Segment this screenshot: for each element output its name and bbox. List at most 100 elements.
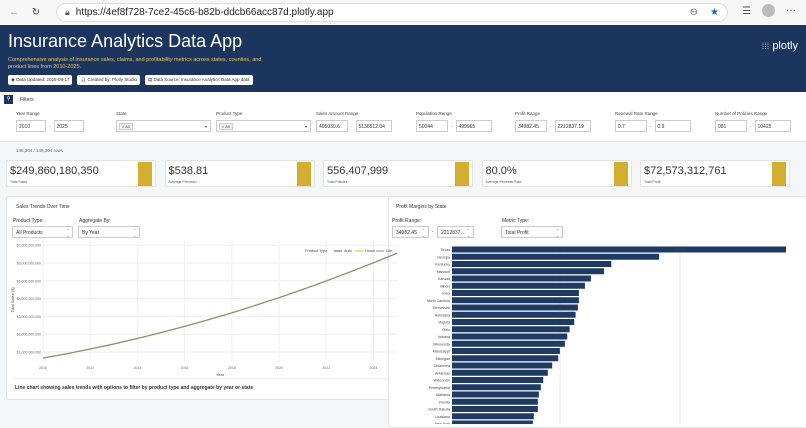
bar-michigan[interactable] bbox=[452, 355, 559, 362]
more-menu-icon[interactable]: ··· bbox=[786, 5, 796, 16]
range-min-input[interactable]: 34982.45 bbox=[515, 120, 547, 132]
state-label: Florida bbox=[439, 400, 450, 404]
bar-tennessee[interactable] bbox=[452, 304, 578, 311]
y-tick-label: $1,000,000,000 bbox=[17, 351, 41, 355]
url-text: https://4ef8f728-7ce2-45c6-b82b-ddcb66ac… bbox=[75, 7, 334, 18]
state-label: Indiana bbox=[438, 335, 450, 339]
bar-north-carolina[interactable] bbox=[452, 297, 579, 304]
bar-illinois[interactable] bbox=[452, 282, 585, 289]
bar-virginia[interactable] bbox=[452, 319, 575, 325]
back-icon[interactable]: ← bbox=[9, 7, 19, 18]
app-header: Insurance Analytics Data App Comprehensi… bbox=[0, 25, 806, 92]
filter-toggle-icon[interactable]: ⚲ bbox=[4, 95, 13, 104]
state-label: Georgia bbox=[437, 255, 450, 259]
y-tick-label: $2,000,000,000 bbox=[17, 333, 41, 337]
y-tick-label: $7,000,000,000 bbox=[17, 244, 41, 248]
page-description: Comprehensive analysis of insurance sale… bbox=[8, 57, 262, 70]
state-label: Pennsylvania bbox=[429, 386, 450, 390]
series-line-auto[interactable] bbox=[42, 252, 398, 359]
kpi-accent bbox=[772, 162, 786, 186]
bar-florida[interactable] bbox=[452, 398, 538, 405]
range-max-input[interactable]: 499965 bbox=[455, 120, 492, 132]
range-max-input[interactable]: 0.9 bbox=[654, 120, 691, 132]
x-tick-label: 2024 bbox=[370, 366, 378, 370]
site-info-icon[interactable]: 🔒︎ bbox=[65, 7, 70, 17]
bar-new-york[interactable] bbox=[452, 420, 533, 425]
product-type-dropdown[interactable]: All Products bbox=[12, 226, 73, 238]
metric-type-dropdown[interactable]: Total Profit bbox=[501, 226, 563, 238]
bar-pennsylvania[interactable] bbox=[452, 384, 541, 391]
bar-ohio[interactable] bbox=[452, 326, 570, 333]
bar-wisconsin[interactable] bbox=[452, 377, 544, 383]
filter-year-range: Year Range 2010-2025 bbox=[16, 111, 84, 132]
bar-alabama[interactable] bbox=[452, 391, 539, 398]
bar-kansas[interactable] bbox=[452, 275, 591, 282]
data-source-badge: ▤ Data Source: Insurance Analytics Data … bbox=[144, 75, 253, 85]
bar-minnesota[interactable] bbox=[452, 340, 565, 347]
kpi-accent bbox=[613, 162, 628, 186]
range-max-input[interactable]: 2025 bbox=[53, 120, 84, 132]
x-tick-label: 2016 bbox=[181, 366, 189, 370]
bar-texas[interactable] bbox=[452, 246, 786, 253]
sales-trends-panel: Sales Trends Over Time Product Type: All… bbox=[6, 196, 402, 400]
page-title: Insurance Analytics Data App bbox=[8, 31, 243, 51]
reload-icon[interactable]: ↻ bbox=[31, 7, 41, 18]
legend-item-home[interactable]: Home bbox=[365, 249, 375, 253]
filter-profit-range: Profit Range 34982.45-2212837.19 bbox=[515, 111, 591, 132]
series-line-life[interactable] bbox=[42, 252, 398, 359]
bar-nebraska[interactable] bbox=[452, 311, 576, 318]
series-line-home[interactable] bbox=[42, 252, 398, 359]
state-label: Kentucky bbox=[435, 263, 450, 267]
bar-georgia[interactable] bbox=[452, 253, 660, 260]
selected-tag[interactable]: × All bbox=[219, 122, 233, 130]
x-tick-label: 2014 bbox=[134, 366, 142, 370]
profit-range-max-input[interactable]: 2212837... bbox=[437, 226, 474, 238]
range-max-input[interactable]: 2212837.19 bbox=[554, 120, 591, 132]
legend-item-life[interactable]: Life bbox=[386, 249, 392, 253]
bar-kentucky[interactable] bbox=[452, 261, 612, 267]
profit-range-min-input[interactable]: 34982.45 bbox=[392, 226, 429, 238]
range-max-input[interactable]: 10425 bbox=[754, 120, 791, 132]
filter-label: Profit Range bbox=[515, 111, 541, 116]
range-min-input[interactable]: 0.7 bbox=[615, 120, 647, 132]
kpi-card: $538.81 Average Premium bbox=[164, 160, 315, 187]
y-tick-label: $4,000,000,000 bbox=[17, 297, 41, 301]
range-min-input[interactable]: 50044 bbox=[416, 120, 448, 132]
range-min-input[interactable]: 495030.6 bbox=[316, 120, 348, 132]
bar-mississippi[interactable] bbox=[452, 348, 560, 354]
range-min-input[interactable]: 981 bbox=[715, 120, 747, 132]
legend-item-auto[interactable]: Auto bbox=[344, 249, 352, 253]
range-min-input[interactable]: 2010 bbox=[16, 120, 46, 132]
bar-indiana[interactable] bbox=[452, 333, 568, 340]
plotly-logo-icon: ⁞⁞⁞ bbox=[761, 41, 770, 51]
y-tick-label: $6,000,000,000 bbox=[17, 262, 41, 266]
filter-label: Population Range bbox=[416, 111, 452, 116]
bookmark-star-icon[interactable]: ★ bbox=[710, 7, 719, 18]
filter-label: Sales Amount Range bbox=[316, 111, 359, 116]
bar-oklahoma[interactable] bbox=[452, 362, 553, 369]
multi-select-dropdown[interactable]: × All ▾ bbox=[216, 120, 311, 132]
multi-select-dropdown[interactable]: × All ▾ bbox=[116, 120, 211, 132]
filter-renewal-rate-range: Renewal Rate Range 0.7-0.9 bbox=[615, 111, 691, 132]
aggregate-by-dropdown[interactable]: By Year bbox=[78, 226, 140, 238]
bar-iowa[interactable] bbox=[452, 290, 579, 296]
bar-louisiana[interactable] bbox=[452, 413, 534, 420]
state-label: New York bbox=[435, 422, 450, 424]
selected-tag[interactable]: × All bbox=[119, 122, 133, 130]
state-label: Nebraska bbox=[435, 313, 450, 317]
kpi-card: 80.0% Average Renewal Rate bbox=[481, 160, 632, 187]
kpi-value: $538.81 bbox=[168, 165, 209, 177]
filter-state: State × All ▾ bbox=[116, 111, 211, 132]
range-max-input[interactable]: 5136512.04 bbox=[355, 120, 392, 132]
bar-missouri[interactable] bbox=[452, 268, 604, 275]
state-label: Texas bbox=[441, 248, 451, 252]
favorites-icon[interactable]: ☰ bbox=[742, 6, 751, 17]
state-label: Illinois bbox=[440, 284, 450, 288]
address-bar[interactable]: 🔒︎ https://4ef8f728-7ce2-45c6-b82b-ddcb6… bbox=[56, 3, 728, 22]
panel-title: Profit Margins by State bbox=[396, 204, 447, 210]
zoom-icon[interactable]: ⊖ bbox=[689, 7, 699, 18]
state-label: Michigan bbox=[436, 357, 450, 361]
bar-south-dakota[interactable] bbox=[452, 406, 538, 412]
profile-avatar[interactable] bbox=[762, 4, 775, 17]
bar-arkansas[interactable] bbox=[452, 369, 548, 376]
